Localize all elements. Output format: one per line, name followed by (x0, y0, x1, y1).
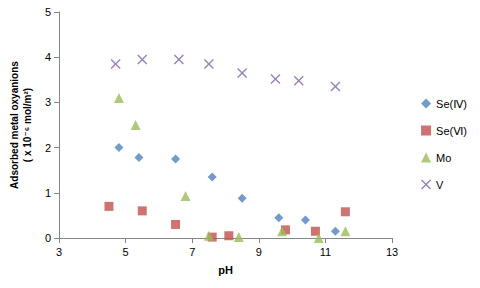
svg-text:9: 9 (256, 246, 262, 258)
svg-text:0: 0 (45, 232, 51, 244)
svg-text:Adsorbed metal oxyanions: Adsorbed metal oxyanions (9, 61, 20, 189)
svg-text:11: 11 (320, 246, 331, 258)
svg-text:13: 13 (386, 246, 398, 258)
svg-text:Se(Ⅳ): Se(Ⅳ) (436, 98, 467, 110)
svg-text:3: 3 (56, 246, 62, 258)
svg-text:3: 3 (45, 96, 51, 108)
svg-text:5: 5 (123, 246, 129, 258)
svg-text:V: V (436, 179, 444, 191)
svg-text:4: 4 (45, 51, 51, 63)
svg-text:5: 5 (45, 6, 51, 18)
svg-text:1: 1 (45, 187, 51, 199)
svg-text:Mo: Mo (436, 152, 451, 164)
svg-text:Se(Ⅵ): Se(Ⅵ) (436, 125, 467, 137)
svg-text:pH: pH (218, 264, 233, 276)
svg-text:7: 7 (189, 246, 195, 258)
svg-text:( x 10⁻⁶ mol/m²): ( x 10⁻⁶ mol/m²) (22, 88, 33, 162)
svg-text:2: 2 (45, 142, 51, 154)
